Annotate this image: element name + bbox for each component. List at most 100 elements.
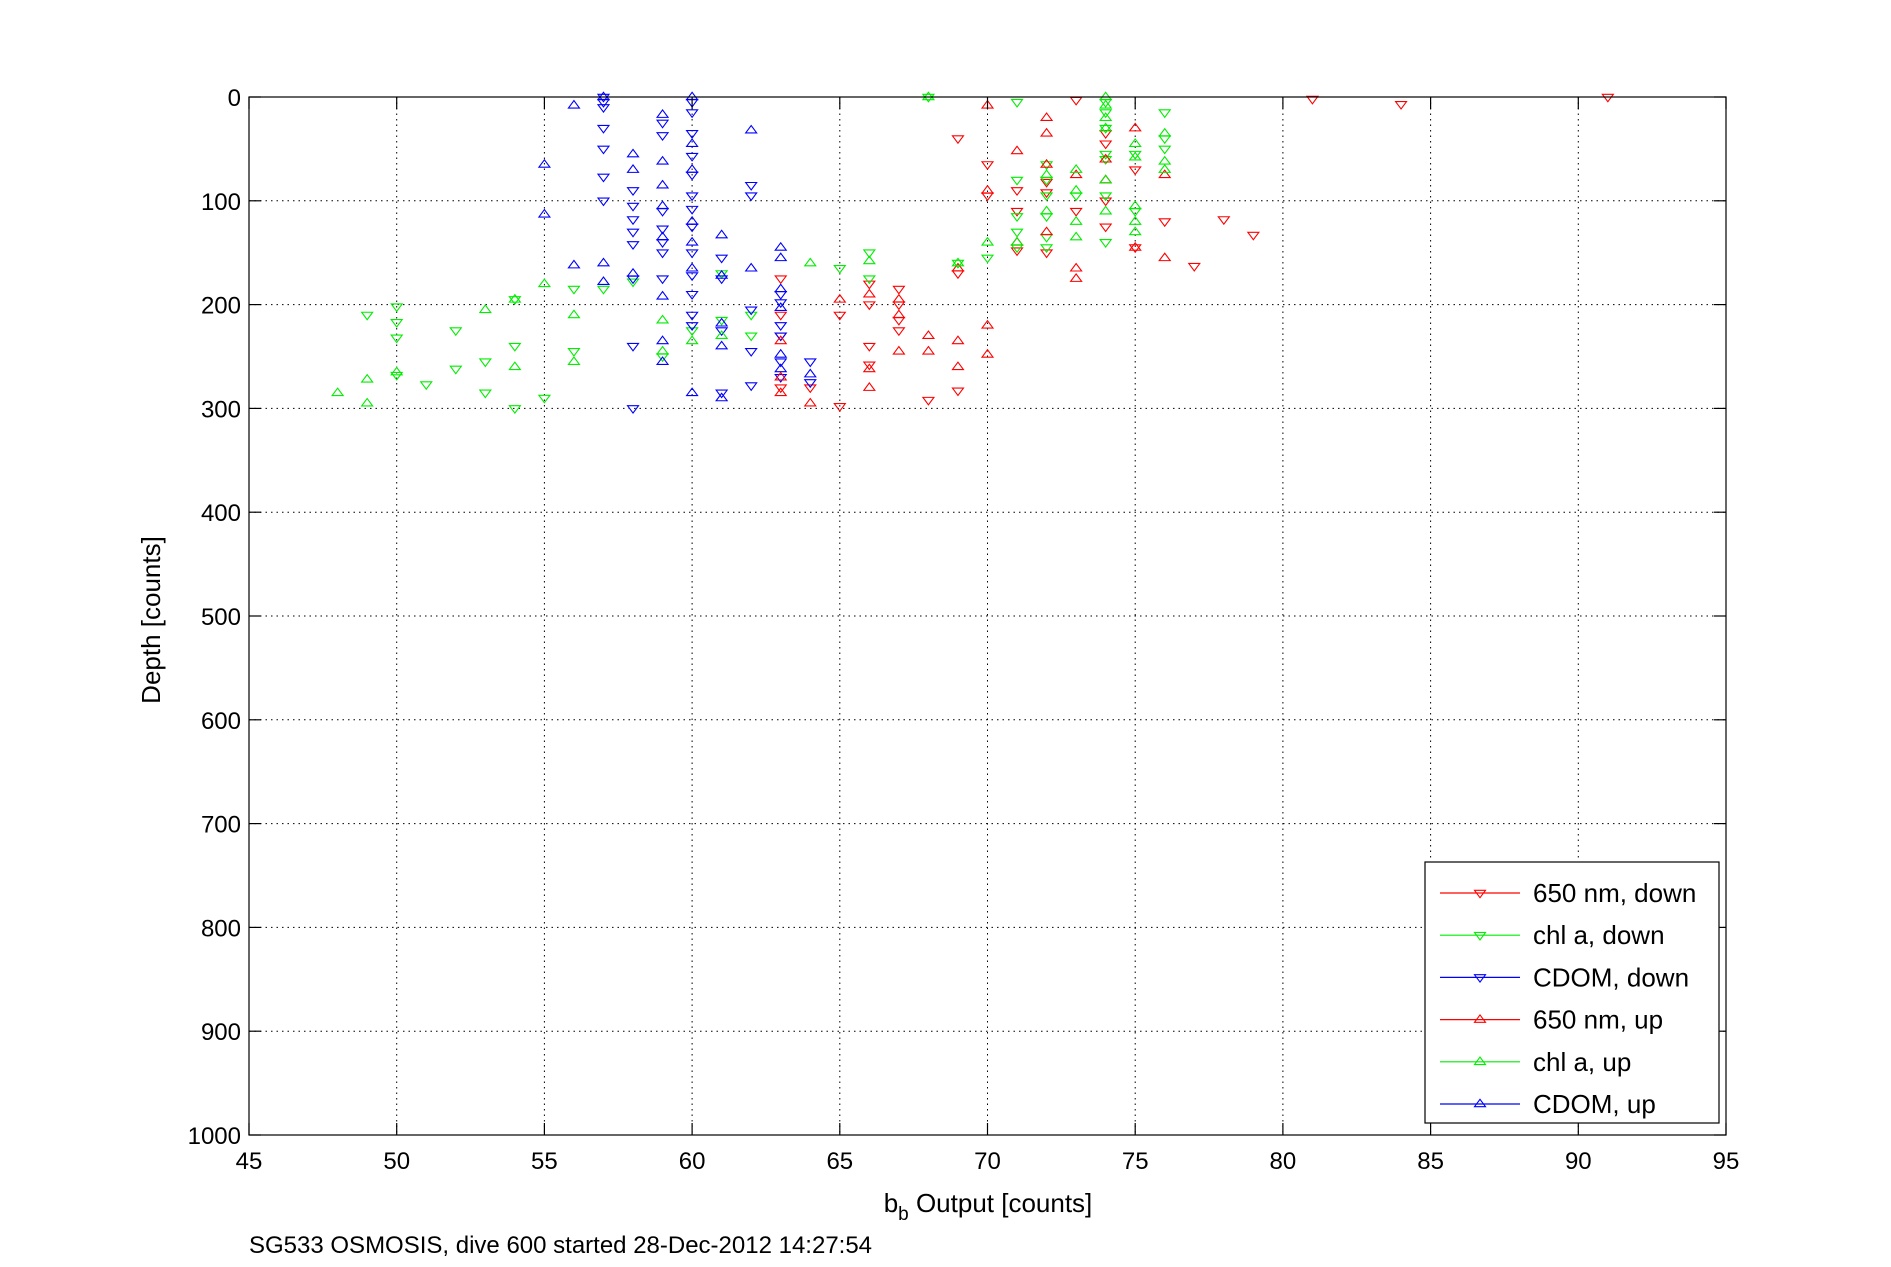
- data-point: [803, 257, 817, 267]
- data-point: [1039, 189, 1054, 199]
- data-point: [508, 293, 522, 303]
- data-point: [685, 164, 699, 173]
- data-point: [803, 397, 817, 407]
- data-point: [1069, 207, 1083, 217]
- data-point: [508, 361, 522, 371]
- data-point: [715, 392, 729, 402]
- y-tick-label: 400: [201, 500, 241, 527]
- data-point: [390, 303, 404, 313]
- data-point: [774, 302, 788, 311]
- data-point: [1039, 127, 1054, 137]
- data-point: [1128, 151, 1142, 161]
- data-point: [774, 299, 788, 309]
- data-point: [655, 225, 670, 235]
- data-point: [774, 358, 788, 368]
- data-point: [803, 368, 817, 378]
- legend-entries: 650 nm, down chl a, down CDOM, down 650 nm,…: [1440, 878, 1696, 1119]
- data-point: [951, 335, 965, 345]
- data-point: [685, 272, 699, 282]
- data-point: [390, 318, 404, 328]
- data-point: [803, 384, 817, 394]
- data-point: [803, 379, 817, 389]
- data-point: [862, 280, 876, 290]
- y-tick-label: 500: [201, 604, 241, 631]
- data-point: [715, 389, 729, 399]
- data-point: [774, 335, 788, 345]
- data-point: [655, 179, 670, 189]
- data-point: [685, 387, 699, 397]
- data-point: [980, 319, 995, 329]
- legend-marker: [1473, 889, 1487, 899]
- data-point: [685, 236, 699, 246]
- data-point: [774, 322, 788, 331]
- x-tick-label: 90: [1565, 1148, 1592, 1175]
- legend-label: CDOM, down: [1533, 962, 1689, 992]
- data-point: [774, 373, 788, 383]
- data-point: [862, 288, 876, 298]
- data-point: [596, 285, 611, 295]
- data-point: [744, 262, 758, 272]
- data-point: [774, 283, 788, 293]
- data-point: [1158, 218, 1172, 228]
- data-point: [567, 348, 581, 357]
- data-point: [360, 311, 374, 321]
- data-point: [715, 327, 729, 337]
- y-tick-label: 800: [201, 915, 241, 942]
- x-tick-label: 50: [383, 1148, 410, 1175]
- data-point: [390, 334, 404, 344]
- data-point: [774, 252, 788, 262]
- data-point: [626, 216, 640, 226]
- data-point: [1010, 176, 1024, 186]
- data-point: [537, 278, 551, 288]
- data-point: [774, 332, 788, 342]
- data-point: [951, 135, 965, 145]
- data-point: [1099, 205, 1113, 215]
- data-point: [951, 361, 965, 371]
- data-point: [331, 387, 345, 397]
- data-point: [596, 173, 611, 183]
- data-point: [508, 342, 522, 352]
- data-point: [715, 340, 729, 350]
- legend-marker: [1473, 1056, 1487, 1066]
- legend-marker: [1473, 974, 1487, 984]
- data-point: [1039, 112, 1054, 122]
- data-point: [715, 317, 729, 327]
- data-point: [655, 335, 670, 345]
- data-point: [715, 316, 729, 326]
- data-point: [1601, 93, 1615, 103]
- data-point: [655, 119, 670, 129]
- data-point: [774, 371, 788, 381]
- data-point: [655, 314, 670, 324]
- data-point: [685, 327, 699, 337]
- data-point: [980, 184, 995, 194]
- data-point: [1128, 138, 1142, 147]
- data-point: [862, 255, 876, 265]
- data-point: [596, 197, 611, 207]
- data-point: [744, 181, 758, 191]
- data-point: [833, 264, 847, 274]
- y-tick-label: 200: [201, 293, 241, 320]
- data-point: [655, 155, 670, 165]
- data-point: [390, 371, 404, 381]
- legend-label: 650 nm, down: [1533, 878, 1696, 908]
- data-point: [419, 381, 433, 391]
- data-point: [655, 345, 670, 355]
- x-tick-label: 55: [531, 1148, 558, 1175]
- data-point: [774, 348, 788, 358]
- data-point: [1099, 156, 1113, 165]
- data-point: [449, 327, 463, 337]
- data-point: [360, 397, 374, 407]
- data-point: [1010, 247, 1024, 257]
- data-point: [655, 109, 670, 118]
- data-point: [508, 405, 522, 415]
- data-point: [715, 330, 729, 340]
- y-tick-label: 600: [201, 708, 241, 735]
- data-point: [596, 276, 611, 286]
- data-point: [1128, 244, 1142, 254]
- data-point: [892, 285, 906, 295]
- data-point: [1010, 213, 1024, 222]
- data-point: [1158, 127, 1172, 137]
- data-point: [1099, 223, 1113, 233]
- data-point: [655, 231, 670, 241]
